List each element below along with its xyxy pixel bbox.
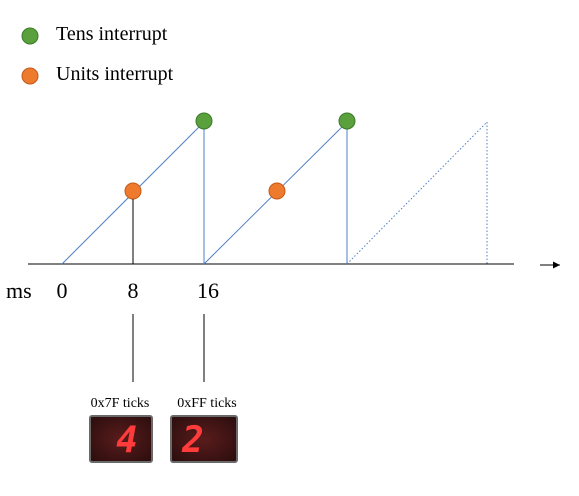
counter-label-0x7f: 0x7F ticks (91, 396, 150, 411)
tens-legend-icon (21, 27, 39, 45)
counter-label-0xff: 0xFF ticks (177, 396, 237, 411)
units-legend-label: Units interrupt (56, 63, 174, 85)
tens-legend-label: Tens interrupt (56, 23, 168, 45)
tick-label-16: 16 (197, 278, 219, 303)
seven-segment-display-2: 2 (170, 415, 238, 463)
tick-label-0: 0 (57, 278, 68, 303)
seven-segment-display-1: 4 (89, 415, 153, 463)
legend: Tens interrupt Units interrupt (21, 23, 174, 85)
axis-arrow-icon (540, 261, 560, 269)
tick-label-8: 8 (128, 278, 139, 303)
display-digit-2: 2 (181, 420, 204, 461)
display-digit-1: 4 (116, 420, 138, 461)
tens-interrupt-marker (195, 112, 213, 130)
axis-unit-label: ms (6, 278, 32, 303)
units-legend-icon (21, 67, 39, 85)
units-interrupt-marker (268, 182, 286, 200)
tens-interrupt-marker (338, 112, 356, 130)
ramp-3-dotted (346, 121, 488, 265)
units-interrupt-marker (124, 182, 142, 200)
interrupt-markers (124, 112, 356, 200)
